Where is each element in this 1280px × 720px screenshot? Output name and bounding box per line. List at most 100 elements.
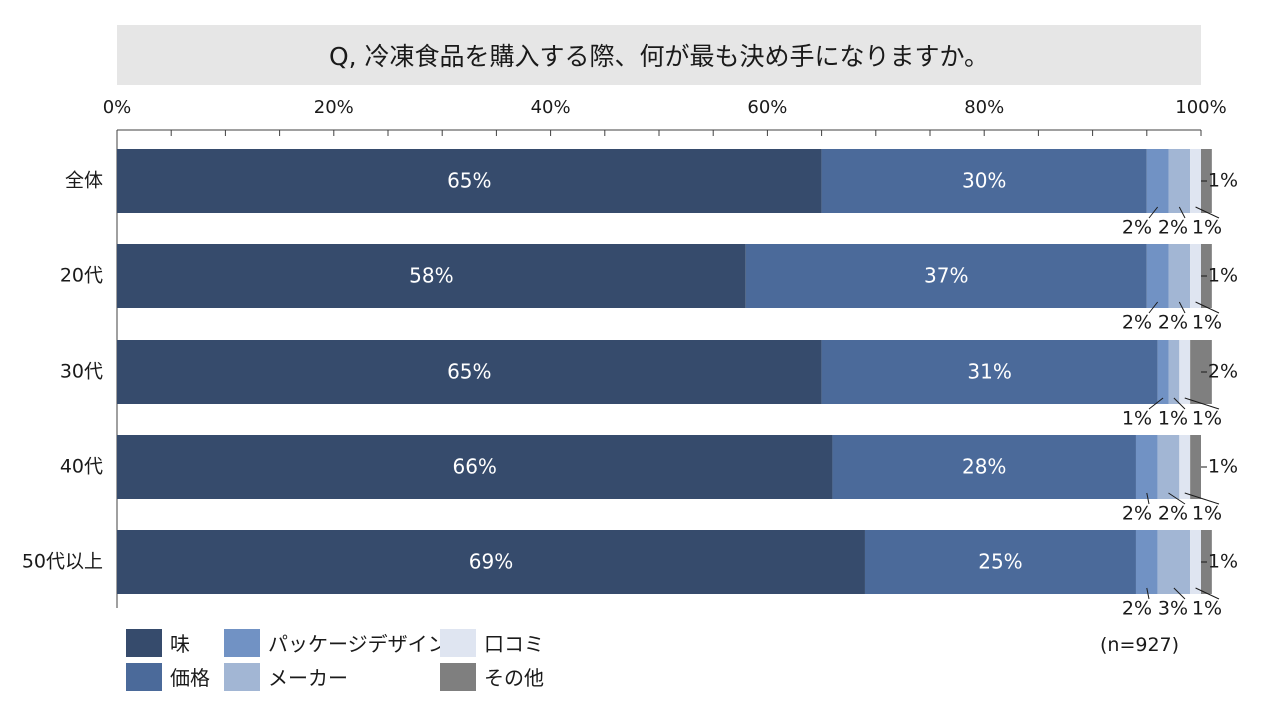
legend-item-price: 価格 (126, 662, 210, 691)
legend-label: 味 (170, 632, 190, 656)
bar-segment (1157, 340, 1169, 404)
bar-segment (1190, 244, 1201, 308)
data-label: 69% (469, 550, 513, 574)
legend-item-package: パッケージデザイン (224, 628, 448, 657)
leader-line (1148, 397, 1164, 410)
data-label: 2% (1208, 361, 1238, 383)
bar-segment (1190, 435, 1201, 499)
x-tick-label: 20% (314, 97, 354, 118)
category-label: 50代以上 (22, 551, 103, 573)
data-label: 1% (1192, 598, 1222, 620)
bar-segment (1168, 244, 1191, 308)
legend-label: パッケージデザイン (268, 632, 448, 656)
legend-item-other: その他 (440, 662, 544, 691)
x-tick-label: 0% (103, 97, 132, 118)
data-label: 1% (1192, 503, 1222, 525)
legend-item-review: 口コミ (440, 628, 544, 657)
leader-line (1195, 301, 1220, 314)
legend-item-taste: 味 (126, 628, 190, 657)
leader-line (1148, 206, 1159, 219)
data-label: 1% (1208, 265, 1238, 287)
category-label: 40代 (60, 456, 103, 478)
data-label: 30% (962, 169, 1006, 193)
x-tick-label: 80% (964, 97, 1004, 118)
data-label: 31% (967, 360, 1011, 384)
leader-line (1195, 587, 1220, 600)
leader-line (1195, 206, 1220, 219)
bar-segment (1190, 149, 1201, 213)
bar-segment (745, 244, 1147, 308)
data-label: 1% (1192, 312, 1222, 334)
bar-segment (821, 149, 1147, 213)
data-label: 1% (1208, 170, 1238, 192)
data-label: 1% (1122, 408, 1152, 430)
x-tick-label: 60% (747, 97, 787, 118)
data-label: 25% (978, 550, 1022, 574)
legend-label: 口コミ (484, 632, 544, 656)
data-label: 2% (1122, 217, 1152, 239)
bar-segment (117, 530, 865, 594)
data-label: 58% (409, 264, 453, 288)
data-label: 28% (962, 455, 1006, 479)
data-label: 2% (1158, 503, 1188, 525)
leader-line (1184, 492, 1220, 505)
bar-segment (1168, 149, 1191, 213)
legend-swatch (126, 662, 162, 691)
legend-swatch (224, 628, 260, 657)
bar-segment (117, 149, 822, 213)
bar-segment (864, 530, 1136, 594)
legend-swatch (440, 628, 476, 657)
data-label: 3% (1158, 598, 1188, 620)
bar-segment (117, 244, 746, 308)
data-label: 37% (924, 264, 968, 288)
data-label: 2% (1122, 312, 1152, 334)
category-label: 全体 (65, 170, 103, 192)
legend-label: メーカー (268, 666, 348, 690)
data-label: 1% (1192, 217, 1222, 239)
leader-line (1173, 587, 1186, 600)
chart-title: Q, 冷凍食品を購入する際、何が最も決め手になりますか。 (328, 42, 990, 71)
data-label: 65% (447, 169, 491, 193)
data-label: 2% (1122, 503, 1152, 525)
bar-segment (1146, 244, 1169, 308)
bar-segment (821, 340, 1158, 404)
leader-line (1148, 301, 1159, 314)
data-label: 1% (1192, 408, 1222, 430)
leader-line (1168, 492, 1186, 505)
leader-line (1146, 492, 1150, 505)
x-tick-label: 100% (1175, 97, 1226, 118)
data-label: 66% (452, 455, 496, 479)
data-label: 1% (1208, 456, 1238, 478)
legend-item-maker: メーカー (224, 662, 348, 691)
data-label: 1% (1158, 408, 1188, 430)
legend-swatch (126, 628, 162, 657)
bar-segment (1179, 435, 1191, 499)
bar-segment (1135, 435, 1158, 499)
leader-line (1184, 397, 1220, 410)
bar-segment (117, 435, 833, 499)
bar-segment (117, 340, 822, 404)
bar-segment (1157, 530, 1191, 594)
x-tick-label: 40% (531, 97, 571, 118)
data-label: 2% (1158, 312, 1188, 334)
legend-swatch (224, 662, 260, 691)
category-label: 30代 (60, 361, 103, 383)
data-label: 1% (1208, 551, 1238, 573)
leader-line (1146, 587, 1150, 600)
data-label: 2% (1122, 598, 1152, 620)
bar-segment (1168, 340, 1180, 404)
data-label: 65% (447, 360, 491, 384)
bar-segment (1179, 340, 1191, 404)
legend-swatch (440, 662, 476, 691)
category-label: 20代 (60, 265, 103, 287)
data-label: 2% (1158, 217, 1188, 239)
legend-label: その他 (484, 666, 544, 690)
legend-label: 価格 (170, 666, 210, 690)
bar-segment (1157, 435, 1180, 499)
leader-line (1178, 206, 1186, 219)
bar-segment (1146, 149, 1169, 213)
sample-size-note: (n=927) (1100, 634, 1180, 656)
chart-title-box: Q, 冷凍食品を購入する際、何が最も決め手になりますか。 (117, 25, 1201, 85)
bar-segment (1190, 530, 1201, 594)
